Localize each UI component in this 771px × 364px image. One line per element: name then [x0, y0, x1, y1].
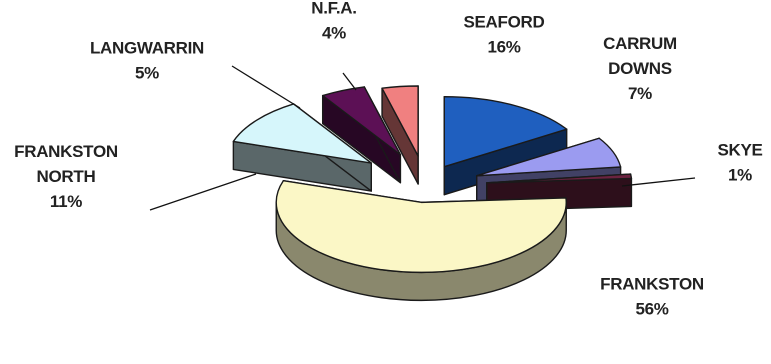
leader-line [621, 177, 696, 187]
slice-value: 7% [628, 84, 652, 103]
slice-top [381, 85, 419, 157]
slice-label: FRANKSTON NORTH 11% [14, 142, 118, 211]
slice-name: N.F.A. [311, 0, 356, 18]
slice-top [321, 86, 402, 156]
slice-name: DOWNS [608, 59, 672, 78]
slice-name: SEAFORD [463, 13, 544, 32]
slice-name: NORTH [37, 167, 96, 186]
slice-label: LANGWARRIN 5% [90, 39, 204, 83]
slice-labels: SEAFORD 16% CARRUM DOWNS 7% SKYE 1% FRANKSTON 56… [14, 0, 763, 319]
leader-lines [149, 65, 696, 211]
slice-name: FRANKSTON [14, 142, 118, 161]
slice-top [476, 137, 622, 177]
slice-top [275, 180, 567, 274]
slice-value: 5% [135, 64, 159, 83]
slice-name: CARRUM [603, 34, 677, 53]
slice-name: FRANKSTON [600, 275, 704, 294]
slice-top [443, 96, 568, 168]
pie-slice-frankston-north [232, 103, 372, 192]
slice-label: FRANKSTON 56% [600, 275, 704, 319]
slice-value: 4% [322, 24, 346, 43]
slice-name: LANGWARRIN [90, 39, 204, 58]
slice-top [486, 173, 633, 184]
slice-name: SKYE [717, 141, 762, 160]
slice-value: 1% [728, 166, 752, 185]
leader-line [342, 72, 357, 91]
slice-label: SKYE 1% [717, 141, 762, 185]
slice-value: 16% [487, 38, 520, 57]
slice-value: 56% [635, 300, 668, 319]
pie-slice-langwarrin [321, 86, 402, 184]
slice-top [232, 103, 372, 164]
slice-label: N.F.A. 4% [311, 0, 356, 43]
slice-value: 11% [50, 192, 82, 211]
slice-label: CARRUM DOWNS 7% [603, 34, 677, 103]
pie-slices [232, 85, 633, 302]
leader-line [149, 173, 257, 211]
leader-line [231, 65, 301, 109]
pie-slice-frankston [275, 180, 567, 302]
pie-slice-n-f-a [381, 85, 419, 185]
slice-label: SEAFORD 16% [463, 13, 544, 57]
